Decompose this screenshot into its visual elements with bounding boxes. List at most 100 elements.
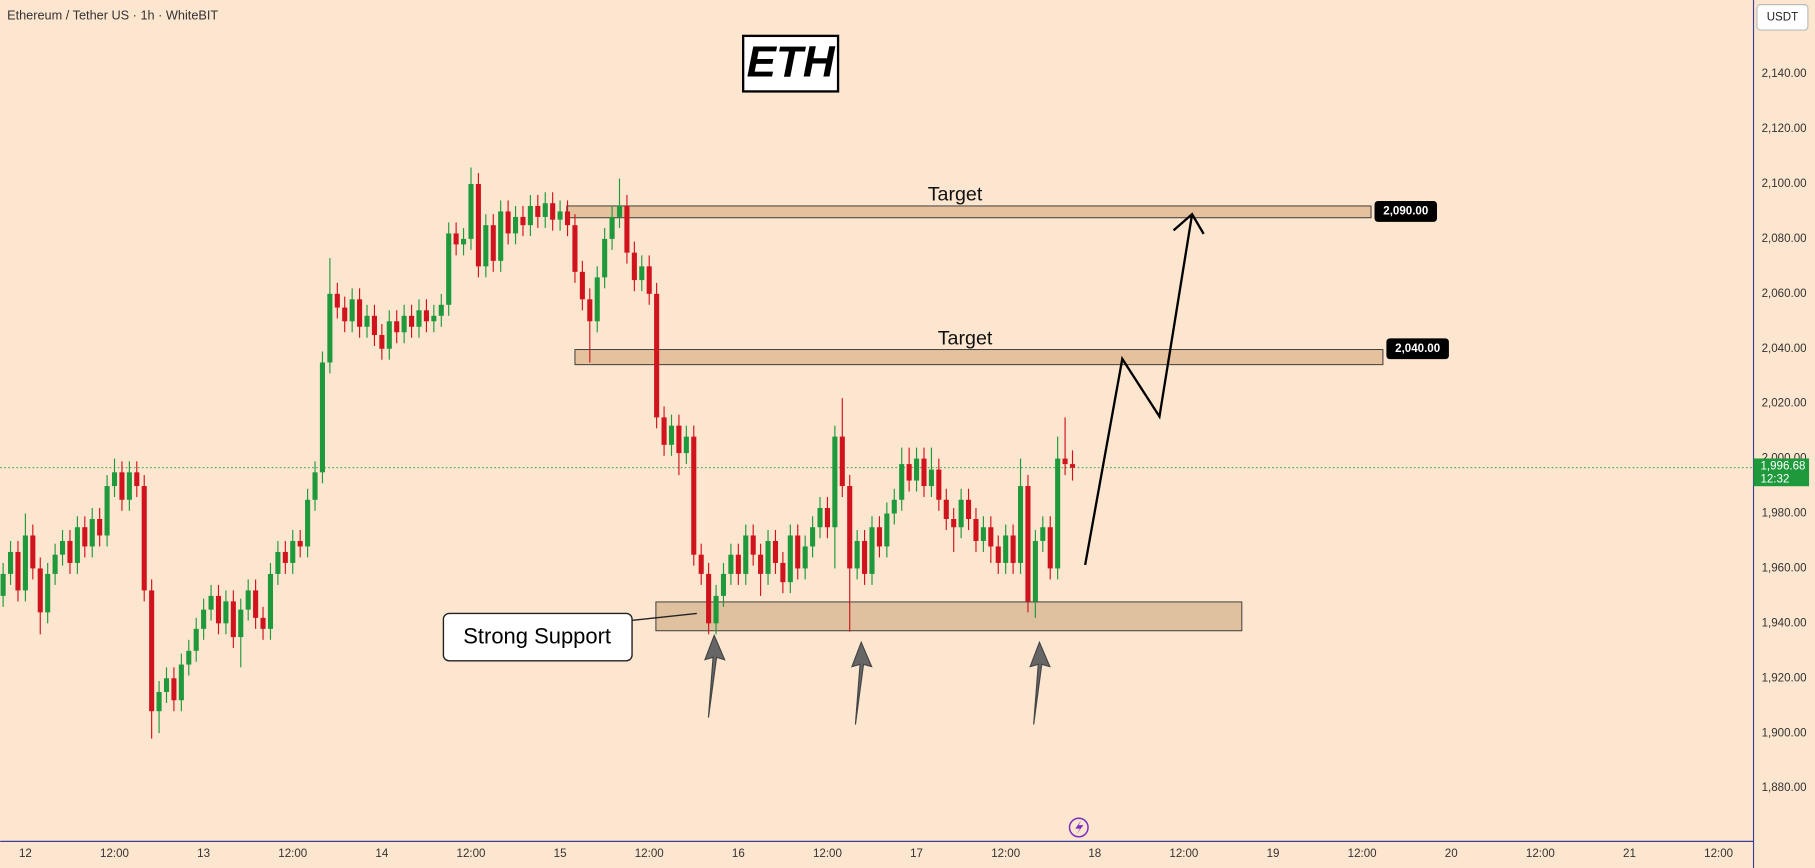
candle-body (245, 590, 251, 610)
candle-body (616, 205, 623, 217)
candle-body (1017, 486, 1024, 563)
candle-body (423, 310, 429, 322)
candle-body (134, 472, 140, 487)
candle-body (572, 225, 578, 272)
candle-body (74, 527, 80, 563)
candle-body (1055, 458, 1061, 569)
candle-body (735, 554, 741, 574)
candle-body (1062, 458, 1068, 465)
y-tick-label: 2,040.00 (1762, 343, 1807, 355)
candle-body (15, 551, 21, 591)
candle-body (171, 678, 177, 701)
candle-body (906, 464, 912, 481)
candle-body (97, 518, 103, 536)
candle-body (899, 464, 905, 500)
y-tick-label: 1,920.00 (1762, 672, 1807, 684)
candle-body (795, 535, 801, 569)
candle-body (37, 568, 43, 613)
callout-box (442, 612, 633, 662)
x-tick-label: 19 (1267, 848, 1280, 860)
candle-body (327, 293, 333, 363)
candle-body (810, 527, 816, 547)
last-price-label: 1,996.68 (1760, 461, 1805, 473)
candle-body (750, 535, 756, 555)
candle-body (468, 183, 474, 239)
last-price-box (1753, 458, 1810, 487)
candle-body (498, 211, 504, 261)
candle-body (111, 472, 118, 487)
candle-body (30, 535, 36, 569)
candle-body (438, 304, 444, 316)
candle-body (609, 216, 615, 239)
candle-body (45, 573, 51, 613)
chart-title: ETH (747, 37, 836, 86)
x-tick-label: 21 (1623, 848, 1636, 860)
x-tick-label: 15 (554, 848, 567, 860)
candle-body (683, 436, 689, 454)
candle-body (505, 211, 511, 234)
candle-body (446, 233, 452, 305)
target-label: Target (938, 327, 993, 349)
candle-body (743, 535, 749, 574)
x-tick-label: 12:00 (1526, 848, 1555, 860)
x-tick-label: 12:00 (1169, 848, 1198, 860)
candle-body (267, 573, 274, 629)
symbol-header: Ethereum / Tether US · 1h · WhiteBIT (7, 8, 218, 23)
candle-body (780, 562, 786, 583)
candles-layer (0, 167, 1076, 739)
candle-body (67, 540, 73, 563)
x-tick-label: 12:00 (813, 848, 842, 860)
currency-label: USDT (1767, 11, 1798, 23)
candle-body (995, 546, 1001, 563)
bounce-arrow (850, 640, 873, 725)
candle-body (461, 238, 467, 245)
candle-body (431, 315, 437, 322)
y-tick-label: 1,880.00 (1762, 782, 1807, 794)
target-zone (574, 349, 1384, 366)
candle-body (550, 203, 556, 220)
candle-body (193, 628, 199, 651)
candle-body (126, 472, 132, 500)
candle-body (253, 590, 259, 618)
candle-body (208, 595, 214, 610)
candle-body (698, 554, 704, 574)
candle-body (178, 664, 184, 701)
target-zone (566, 205, 1372, 219)
candle-body (862, 540, 868, 574)
candle-body (720, 573, 727, 596)
x-tick-label: 14 (375, 848, 388, 860)
candle-body (1040, 527, 1046, 541)
candle-body (59, 540, 66, 555)
candle-body (1025, 486, 1031, 602)
callout-pointer (631, 612, 697, 622)
candle-body (453, 233, 459, 245)
candle-body (312, 472, 318, 500)
candle-body (394, 321, 400, 333)
last-price-countdown: 12:32 (1760, 473, 1789, 485)
candle-body (527, 205, 533, 226)
y-tick-label: 1,940.00 (1762, 617, 1807, 629)
candle-body (832, 436, 838, 528)
candle-body (22, 535, 28, 591)
x-tick-label: 12 (19, 848, 32, 860)
candle-body (334, 293, 340, 308)
candle-body (869, 527, 875, 574)
x-tick-label: 20 (1445, 848, 1458, 860)
y-tick-label: 2,020.00 (1762, 398, 1807, 410)
annotation-layer: Target 2,090.00 Target 2,040.00 (928, 184, 1449, 566)
candle-body (8, 551, 14, 574)
candle-body (557, 211, 563, 220)
candle-body (371, 315, 377, 336)
candle-body (713, 595, 719, 624)
price-tag-box (1386, 338, 1449, 360)
y-tick-label: 2,080.00 (1762, 233, 1807, 245)
y-tick-label: 2,120.00 (1762, 123, 1807, 135)
candle-body (297, 540, 303, 547)
currency-box[interactable] (1756, 4, 1809, 31)
candle-body (290, 540, 296, 563)
event-icon[interactable] (1068, 817, 1089, 838)
candle-body (579, 271, 585, 300)
candle-body (847, 486, 853, 569)
x-tick-label: 17 (910, 848, 923, 860)
